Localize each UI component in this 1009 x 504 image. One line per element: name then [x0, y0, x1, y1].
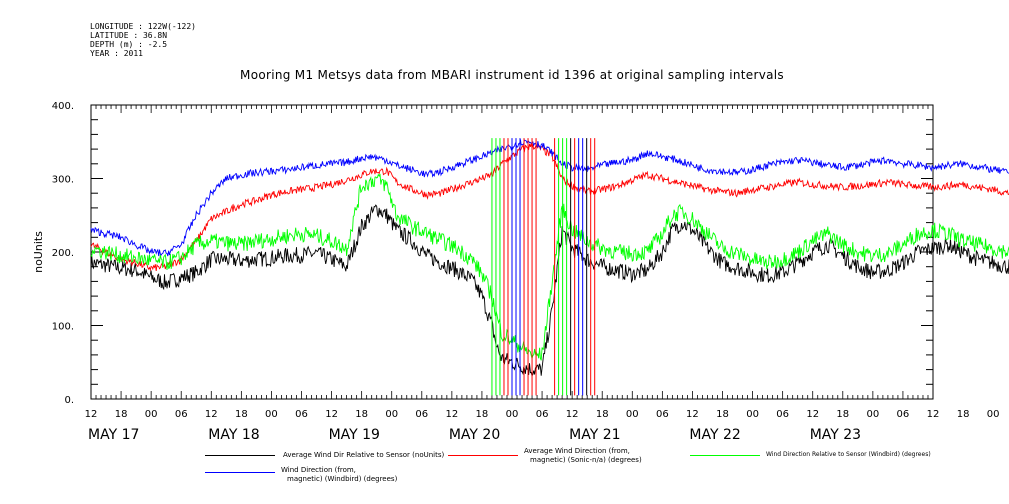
- legend-swatch-green: [690, 455, 760, 456]
- x-day-label: MAY 19: [329, 427, 380, 443]
- x-day-label: MAY 20: [449, 427, 500, 443]
- x-day-label: MAY 18: [208, 427, 259, 443]
- x-tick-label: 06: [295, 409, 308, 420]
- x-tick-label: 06: [175, 409, 188, 420]
- x-tick-label: 12: [566, 409, 579, 420]
- metadata-block: LONGITUDE : 122W(-122) LATITUDE : 36.8N …: [90, 22, 196, 58]
- chart-title: Mooring M1 Metsys data from MBARI instru…: [240, 68, 784, 82]
- series-line-0: [90, 204, 1009, 377]
- x-tick-label: 18: [836, 409, 849, 420]
- x-tick-label: 18: [476, 409, 489, 420]
- legend-swatch-blue: [205, 472, 275, 473]
- x-day-label: MAY 22: [689, 427, 740, 443]
- legend-label-black: Average Wind Dir Relative to Sensor (noU…: [283, 451, 445, 459]
- x-tick-label: 00: [385, 409, 398, 420]
- x-tick-label: 00: [145, 409, 158, 420]
- series-line-3: [90, 139, 1009, 257]
- latitude-text: LATITUDE : 36.8N: [90, 31, 168, 40]
- x-tick-label: 06: [776, 409, 789, 420]
- x-tick-label: 12: [325, 409, 338, 420]
- y-tick-label: 400.: [52, 101, 74, 112]
- x-tick-label: 12: [806, 409, 819, 420]
- series-line-1: [90, 142, 1009, 272]
- x-tick-label: 00: [506, 409, 519, 420]
- y-tick-label: 100.: [52, 322, 74, 333]
- longitude-text: LONGITUDE : 122W(-122): [90, 22, 196, 31]
- x-tick-label: 12: [445, 409, 458, 420]
- year-text: YEAR : 2011: [90, 49, 143, 58]
- series-line-2: [90, 173, 1009, 361]
- x-tick-label: 12: [927, 409, 940, 420]
- x-tick-label: 18: [235, 409, 248, 420]
- y-tick-label: 0.: [64, 395, 74, 406]
- legend-label-blue-1: Wind Direction (from,: [281, 466, 356, 474]
- x-tick-label: 18: [596, 409, 609, 420]
- y-tick-label: 200.: [52, 248, 74, 259]
- x-day-label: MAY 23: [810, 427, 861, 443]
- x-tick-label: 12: [686, 409, 699, 420]
- legend-swatch-red: [448, 455, 518, 456]
- legend-label-blue-2: magnetic) (Windbird) (degrees): [287, 475, 398, 483]
- legend-label-green: Wind Direction Relative to Sensor (Windb…: [766, 451, 931, 458]
- x-tick-label: 00: [987, 409, 1000, 420]
- y-tick-label: 300.: [52, 175, 74, 186]
- legend-swatch-black: [205, 455, 275, 456]
- x-tick-label: 00: [265, 409, 278, 420]
- x-tick-label: 12: [85, 409, 98, 420]
- y-axis-label: noUnits: [32, 231, 45, 273]
- x-tick-label: 00: [746, 409, 759, 420]
- legend-label-red-2: magnetic) (Sonic-n/a) (degrees): [530, 456, 642, 464]
- x-day-label: MAY 17: [88, 427, 139, 443]
- legend-label-red-1: Average Wind Direction (from,: [524, 447, 630, 455]
- x-day-label: MAY 21: [569, 427, 620, 443]
- x-tick-label: 18: [957, 409, 970, 420]
- x-tick-label: 00: [626, 409, 639, 420]
- x-tick-label: 06: [897, 409, 910, 420]
- x-tick-label: 12: [205, 409, 218, 420]
- x-tick-label: 18: [355, 409, 368, 420]
- x-tick-label: 18: [115, 409, 128, 420]
- x-tick-label: 06: [415, 409, 428, 420]
- x-tick-label: 06: [656, 409, 669, 420]
- x-tick-label: 18: [716, 409, 729, 420]
- x-tick-label: 06: [536, 409, 549, 420]
- x-tick-label: 00: [866, 409, 879, 420]
- depth-text: DEPTH (m) : -2.5: [90, 40, 168, 49]
